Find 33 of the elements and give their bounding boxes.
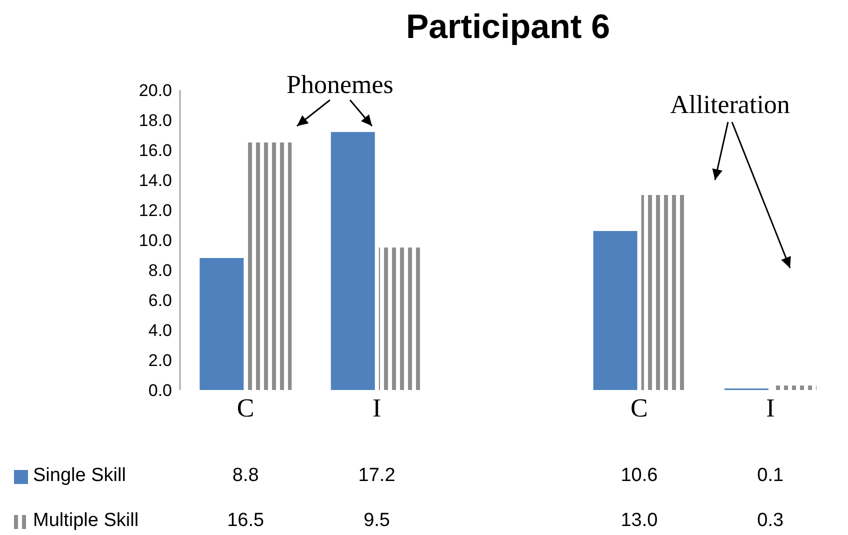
y-tick-label: 8.0	[148, 261, 172, 280]
data-label: 8.8	[231, 465, 260, 487]
bar	[593, 231, 638, 390]
annotation: Alliteration	[670, 90, 790, 119]
data-label: 13.0	[620, 510, 659, 532]
legend-label: Multiple Skill	[33, 510, 139, 532]
bar	[641, 195, 686, 390]
y-tick-label: 10.0	[138, 231, 172, 250]
y-tick-label: 18.0	[138, 111, 172, 130]
y-tick-label: 12.0	[138, 201, 172, 220]
y-tick-label: 6.0	[148, 291, 172, 310]
y-tick-label: 0.0	[148, 381, 172, 400]
y-tick-label: 16.0	[138, 141, 172, 160]
x-tick-label: C	[236, 393, 254, 422]
data-label: 9.5	[362, 510, 391, 532]
data-label: 16.5	[226, 510, 266, 532]
chart-title: Participant 6	[404, 8, 612, 47]
x-tick-label: I	[372, 393, 382, 422]
data-label: 17.2	[357, 465, 396, 487]
y-tick-label: 14.0	[138, 171, 172, 190]
x-tick-label: I	[766, 393, 775, 422]
data-label: 10.6	[620, 465, 659, 487]
annotation: Phonemes	[286, 70, 394, 99]
data-label: 0.3	[756, 510, 785, 532]
y-tick-label: 20.0	[138, 81, 172, 100]
bar	[330, 132, 375, 390]
y-tick-label: 2.0	[148, 351, 172, 370]
bar	[248, 142, 292, 390]
legend-label: Single Skill	[33, 465, 126, 487]
y-tick-label: 4.0	[148, 321, 172, 340]
bar	[200, 258, 244, 390]
data-label: 0.1	[756, 465, 785, 487]
x-tick-label: C	[630, 393, 648, 422]
